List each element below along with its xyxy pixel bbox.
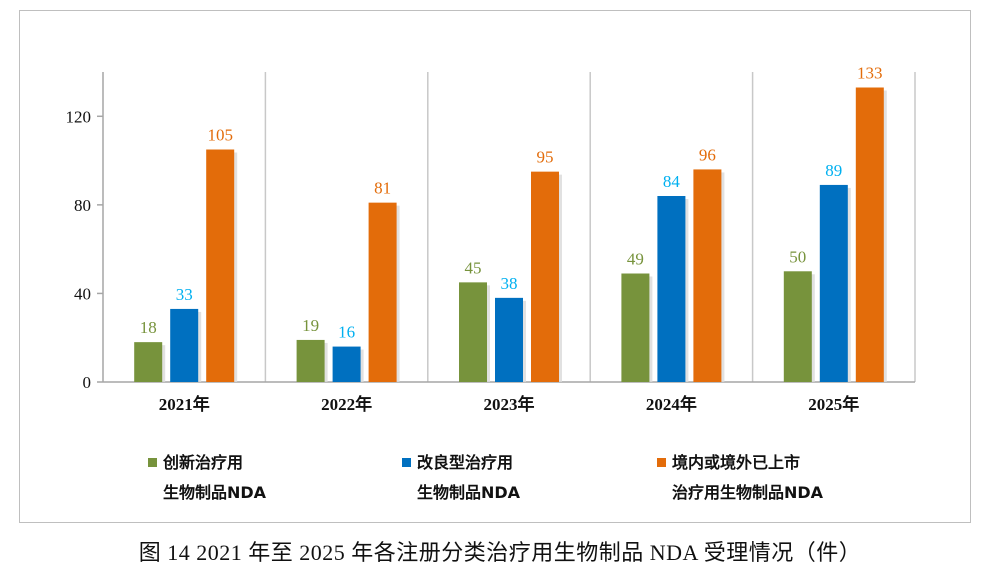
legend-swatch-marketed <box>657 458 666 467</box>
data-label: 19 <box>302 316 319 335</box>
x-tick-label: 2024年 <box>646 394 697 414</box>
data-label: 49 <box>627 250 644 269</box>
bar <box>170 308 199 382</box>
data-label: 95 <box>537 148 554 167</box>
legend-item-improved: 改良型治疗用 生物制品NDA <box>402 448 520 508</box>
data-label: 105 <box>207 126 233 145</box>
data-label: 16 <box>338 323 355 342</box>
legend-label-innovative-line1: 创新治疗用 <box>163 453 244 472</box>
legend-swatch-innovative <box>148 458 157 467</box>
bar <box>332 346 361 382</box>
bar <box>459 282 487 382</box>
bar <box>134 342 163 382</box>
bar <box>621 273 650 382</box>
bar <box>657 196 686 382</box>
legend-label-innovative-line2: 生物制品NDA <box>163 483 267 502</box>
legend-item-innovative: 创新治疗用 生物制品NDA <box>148 448 266 508</box>
legend-label-marketed-line2: 治疗用生物制品NDA <box>672 483 824 502</box>
bar <box>206 149 235 382</box>
bar <box>531 171 559 382</box>
data-label: 50 <box>789 247 806 266</box>
y-tick-label: 80 <box>74 196 91 215</box>
figure-caption: 图 14 2021 年至 2025 年各注册分类治疗用生物制品 NDA 受理情况… <box>138 540 862 565</box>
x-tick-label: 2023年 <box>484 394 535 414</box>
legend-label-marketed-line1: 境内或境外已上市 <box>672 453 801 472</box>
y-tick-label: 0 <box>83 373 92 392</box>
data-label: 38 <box>501 274 518 293</box>
x-tick-label: 2025年 <box>808 394 859 414</box>
legend-swatch-improved <box>402 458 411 467</box>
data-label: 84 <box>663 172 681 191</box>
bar <box>296 339 325 382</box>
data-label: 89 <box>825 161 842 180</box>
bar <box>855 87 884 382</box>
data-label: 133 <box>857 64 883 83</box>
legend-label-improved-line1: 改良型治疗用 <box>417 453 514 472</box>
chart-frame <box>19 10 971 523</box>
data-label: 81 <box>374 179 391 198</box>
legend-label-improved-line2: 生物制品NDA <box>417 483 521 502</box>
y-tick-label: 120 <box>66 107 92 126</box>
bar <box>819 184 848 382</box>
x-tick-label: 2022年 <box>321 394 372 414</box>
legend-item-marketed: 境内或境外已上市 治疗用生物制品NDA <box>657 448 823 508</box>
bar <box>368 202 397 382</box>
data-label: 96 <box>699 145 716 164</box>
data-label: 45 <box>465 258 482 277</box>
x-tick-label: 2021年 <box>159 394 210 414</box>
bar <box>783 271 812 382</box>
y-tick-label: 40 <box>74 284 91 303</box>
data-label: 18 <box>140 318 157 337</box>
data-label: 33 <box>176 285 193 304</box>
bar <box>495 297 523 382</box>
bar <box>693 169 722 382</box>
